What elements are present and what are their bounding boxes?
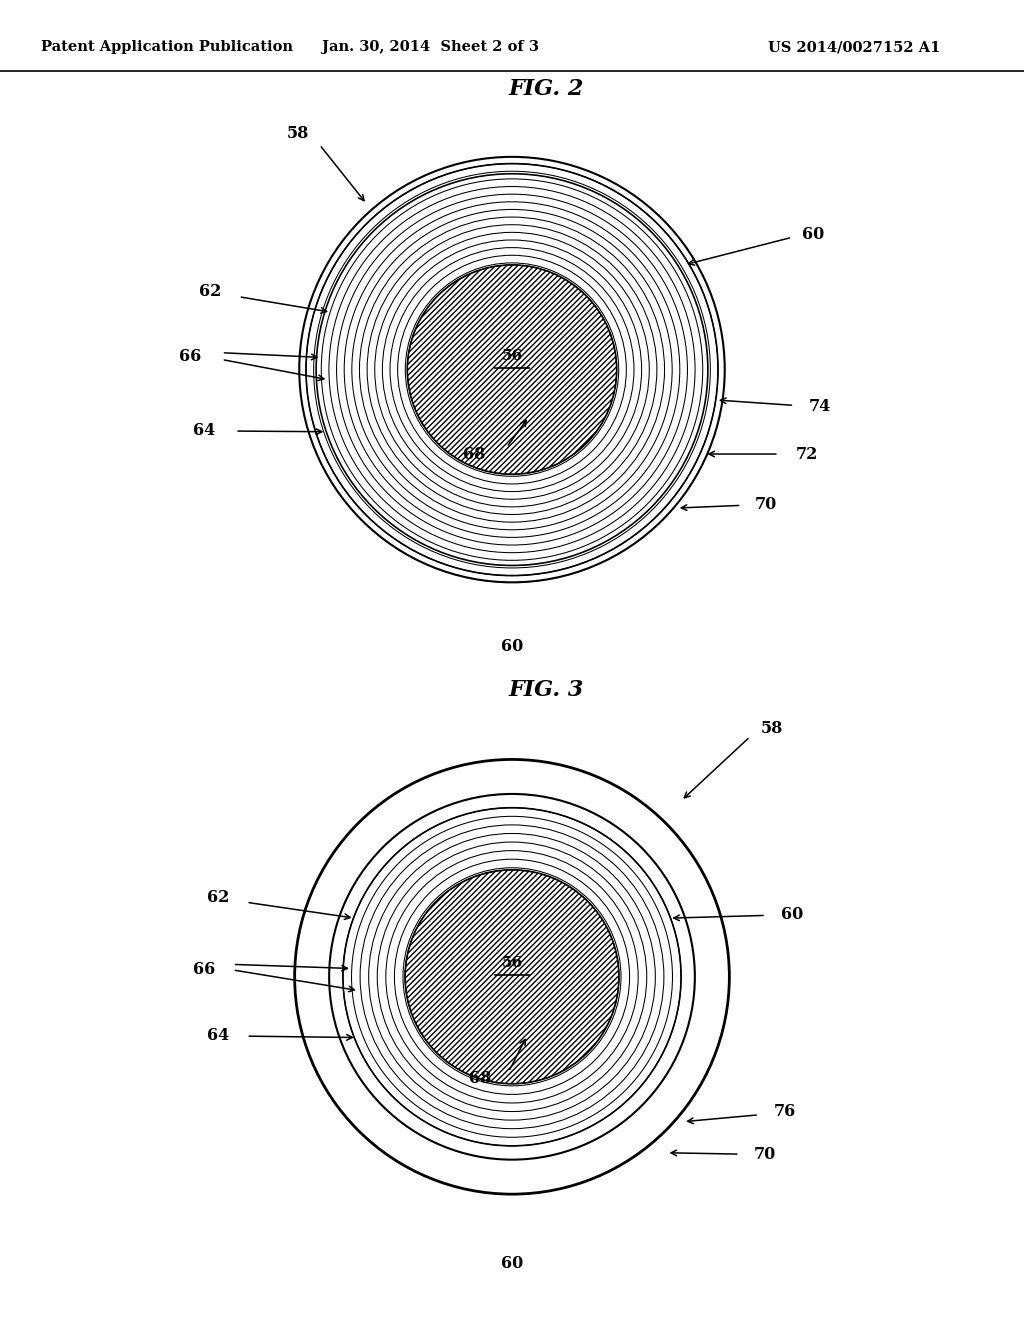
Text: 62: 62 [200,284,221,301]
Text: 72: 72 [796,446,818,462]
Text: 74: 74 [809,399,831,416]
Text: 68: 68 [463,446,485,462]
Text: 60: 60 [803,226,824,243]
Text: 70: 70 [754,1146,776,1163]
Text: 76: 76 [774,1102,797,1119]
Text: 66: 66 [179,347,202,364]
Text: FIG. 3: FIG. 3 [509,680,584,701]
Text: US 2014/0027152 A1: US 2014/0027152 A1 [768,40,940,54]
Circle shape [408,265,616,474]
Text: 56: 56 [502,956,522,970]
Text: 68: 68 [469,1071,492,1088]
Text: 60: 60 [501,1254,523,1271]
Polygon shape [299,157,725,582]
Text: 58: 58 [287,124,309,141]
Text: 70: 70 [755,496,777,513]
Text: 58: 58 [761,719,782,737]
Text: Jan. 30, 2014  Sheet 2 of 3: Jan. 30, 2014 Sheet 2 of 3 [322,40,539,54]
Text: 56: 56 [502,348,522,363]
Circle shape [406,870,618,1084]
Text: 62: 62 [207,888,229,906]
Text: 64: 64 [193,422,215,438]
Text: 64: 64 [207,1027,229,1044]
Text: 60: 60 [501,638,523,655]
Text: 66: 66 [194,961,215,978]
Polygon shape [295,759,729,1195]
Text: 60: 60 [781,907,804,923]
Text: Patent Application Publication: Patent Application Publication [41,40,293,54]
Text: FIG. 2: FIG. 2 [508,78,584,100]
